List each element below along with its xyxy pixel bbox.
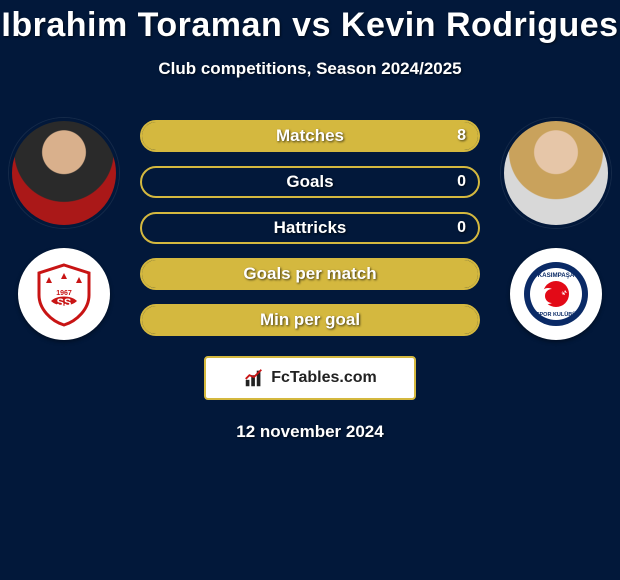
stat-bar: Matches8 [140,120,480,152]
stats-panel: Matches8Goals0Hattricks0Goals per matchM… [140,120,480,442]
stat-bar-label: Matches [142,122,478,150]
right-player-avatar [501,118,611,228]
stat-bar: Min per goal [140,304,480,336]
page-subtitle: Club competitions, Season 2024/2025 [0,45,620,79]
left-player-avatar [9,118,119,228]
stat-bar-value-right: 0 [457,214,466,242]
stat-bar-label: Goals per match [142,260,478,288]
svg-text:SS: SS [57,297,72,309]
svg-text:1967: 1967 [56,290,72,297]
fctables-logo-text: FcTables.com [271,369,377,387]
page-title: Ibrahim Toraman vs Kevin Rodrigues [0,0,620,45]
fctables-logo: FcTables.com [204,356,416,400]
left-player-column: 1967 SS [4,118,124,340]
kasimpasa-badge-icon: KASIMPAŞA SPOR KULÜBÜ [521,259,591,329]
stat-bar-value-right: 0 [457,168,466,196]
stat-bar: Goals per match [140,258,480,290]
right-player-column: KASIMPAŞA SPOR KULÜBÜ [496,118,616,340]
stat-bar-label: Min per goal [142,306,478,334]
svg-text:SPOR KULÜBÜ: SPOR KULÜBÜ [536,311,576,318]
left-club-badge: 1967 SS [18,248,110,340]
stat-bar-label: Hattricks [142,214,478,242]
stat-bar: Goals0 [140,166,480,198]
snapshot-date: 12 november 2024 [236,422,383,442]
right-club-badge: KASIMPAŞA SPOR KULÜBÜ [510,248,602,340]
svg-text:KASIMPAŞA: KASIMPAŞA [538,272,575,279]
stat-bar-value-right: 8 [457,122,466,150]
sivasspor-badge-icon: 1967 SS [29,259,99,329]
barchart-icon [243,367,265,389]
stat-bar-label: Goals [142,168,478,196]
stat-bar: Hattricks0 [140,212,480,244]
